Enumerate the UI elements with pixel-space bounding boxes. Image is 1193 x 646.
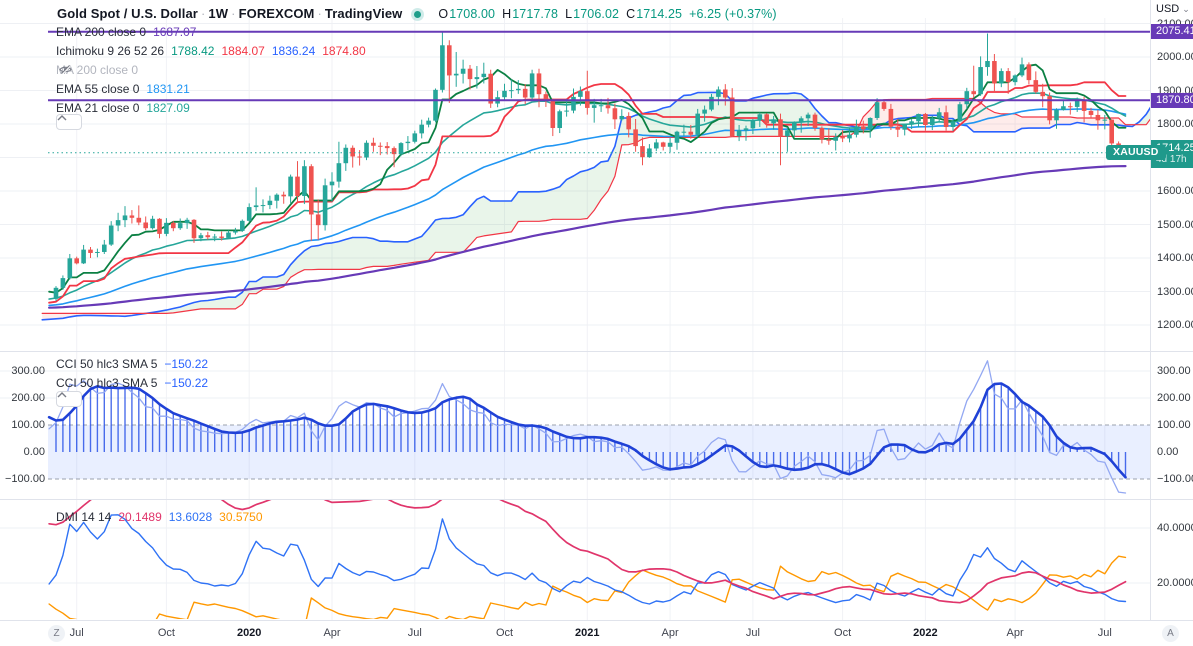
legend-row-ichimoku[interactable]: Ichimoku 9 26 52 26 1788.42 1884.07 1836.24… bbox=[56, 43, 366, 59]
time-label: Jul bbox=[69, 627, 84, 639]
indicator-label: Ichimoku 9 26 52 26 bbox=[56, 44, 165, 58]
indicator-label: EMA 200 close 0 bbox=[56, 25, 147, 39]
indicator-value: 20.1489 bbox=[118, 510, 162, 524]
chevron-down-icon: ⌄ bbox=[1182, 4, 1190, 14]
indicator-label: EMA 55 close 0 bbox=[56, 82, 140, 96]
cci-tick-left: 200.00 bbox=[11, 392, 45, 404]
indicator-label: DMI 14 14 bbox=[56, 510, 112, 524]
time-label: Oct bbox=[157, 627, 175, 639]
cci-tick: −100.00 bbox=[1157, 473, 1193, 485]
indicator-value: 1874.80 bbox=[322, 44, 366, 58]
legend-row-ma200[interactable]: MA 200 close 0 bbox=[56, 62, 138, 78]
price-tick: 1600.00 bbox=[1157, 185, 1193, 197]
time-label: Apr bbox=[661, 627, 679, 639]
timezone-button[interactable]: Z bbox=[48, 625, 65, 642]
auto-scale-button[interactable]: A bbox=[1162, 625, 1179, 642]
time-label: Oct bbox=[834, 627, 852, 639]
indicator-value: 1831.21 bbox=[146, 82, 190, 96]
symbol-header[interactable]: Gold Spot / U.S. Dollar · 1W · FOREXCOM · Trad… bbox=[57, 6, 777, 21]
time-label: 2020 bbox=[236, 627, 262, 639]
time-label: Jul bbox=[745, 627, 760, 639]
indicator-value: −150.22 bbox=[164, 357, 209, 371]
cci-tick-left: 0.00 bbox=[23, 446, 45, 458]
price-tick: 2000.00 bbox=[1157, 51, 1193, 63]
indicator-label: CCI 50 hlc3 SMA 5 bbox=[56, 376, 158, 390]
cci-tick-left: 100.00 bbox=[11, 419, 45, 431]
collapse-cci-legend-button[interactable] bbox=[56, 391, 82, 407]
indicator-label: MA 200 close 0 bbox=[56, 63, 139, 77]
legend-row-ema200[interactable]: EMA 200 close 0 1687.07 bbox=[56, 24, 196, 40]
indicator-label: EMA 21 close 0 bbox=[56, 101, 140, 115]
dmi-tick: 20.0000 bbox=[1157, 577, 1193, 589]
price-tick: 1400.00 bbox=[1157, 252, 1193, 264]
dmi-tick: 40.0000 bbox=[1157, 522, 1193, 534]
cci-tick: 100.00 bbox=[1157, 419, 1191, 431]
cci-tick-left: −100.00 bbox=[5, 473, 46, 485]
time-label: Oct bbox=[495, 627, 514, 639]
indicator-value: 1687.07 bbox=[153, 25, 197, 39]
ohlc-values: O1708.00 H1717.78 L1706.02 C1714.25 +6.25 (+… bbox=[438, 7, 777, 21]
time-label: Jul bbox=[407, 627, 422, 639]
time-label: 2022 bbox=[913, 627, 938, 639]
legend-row-cci-1[interactable]: CCI 50 hlc3 SMA 5 −150.22 bbox=[56, 375, 208, 391]
legend-row-ema21[interactable]: EMA 21 close 0 1827.09 bbox=[56, 100, 190, 116]
indicator-value: 1827.09 bbox=[146, 101, 190, 115]
cci-tick: 300.00 bbox=[1157, 365, 1191, 377]
pane-price bbox=[41, 31, 1150, 321]
cci-tick: 200.00 bbox=[1157, 392, 1191, 404]
legend-row-ema55[interactable]: EMA 55 close 0 1831.21 bbox=[56, 81, 190, 97]
chevron-up-icon bbox=[57, 115, 67, 121]
symbol-title: Gold Spot / U.S. Dollar · 1W · FOREXCOM · Trad… bbox=[57, 6, 403, 21]
price-tick: 1200.00 bbox=[1157, 319, 1193, 331]
legend-row-cci-0[interactable]: CCI 50 hlc3 SMA 5 −150.22 bbox=[56, 356, 208, 372]
legend-row-dmi[interactable]: DMI 14 14 20.1489 13.6028 30.5750 bbox=[56, 509, 263, 525]
chevron-up-icon bbox=[57, 392, 67, 398]
cci-tick: 0.00 bbox=[1157, 446, 1179, 458]
price-tick: 1500.00 bbox=[1157, 218, 1193, 231]
indicator-value: 1884.07 bbox=[221, 44, 265, 58]
time-label: Apr bbox=[323, 627, 341, 639]
indicator-value: 13.6028 bbox=[168, 510, 213, 524]
candles-layer bbox=[53, 31, 1128, 301]
indicator-value: 1788.42 bbox=[171, 44, 215, 58]
price-tick: 1300.00 bbox=[1157, 285, 1193, 298]
time-label: Jul bbox=[1097, 627, 1112, 639]
indicator-value: 1836.24 bbox=[271, 44, 316, 58]
time-label: 2021 bbox=[575, 627, 600, 639]
time-label: Apr bbox=[1006, 627, 1024, 639]
price-tick: 1800.00 bbox=[1157, 118, 1193, 130]
bar-countdown: 4d 17h bbox=[1156, 153, 1187, 165]
pane-dmi bbox=[48, 500, 1127, 619]
symbol-chip: XAUUSD bbox=[1106, 144, 1166, 160]
eye-off-icon[interactable] bbox=[58, 62, 73, 77]
cci-tick-left: 300.00 bbox=[11, 365, 45, 377]
collapse-legend-button[interactable] bbox=[56, 114, 82, 130]
market-status-icon[interactable] bbox=[414, 10, 422, 18]
indicator-value: 30.5750 bbox=[219, 510, 263, 524]
currency-selector[interactable]: USD ⌄ bbox=[1156, 3, 1193, 22]
time-axis[interactable]: Jul Oct 2020 Apr Jul Oct 2021 Apr Jul Oct 2022 Apr J… bbox=[0, 620, 1193, 646]
indicator-value: −150.22 bbox=[164, 376, 209, 390]
indicator-label: CCI 50 hlc3 SMA 5 bbox=[56, 357, 158, 371]
price-line-badge: 2075.41 bbox=[1151, 24, 1193, 40]
price-line-badge: 1870.80 bbox=[1151, 92, 1193, 108]
pane-cci bbox=[47, 360, 1150, 494]
